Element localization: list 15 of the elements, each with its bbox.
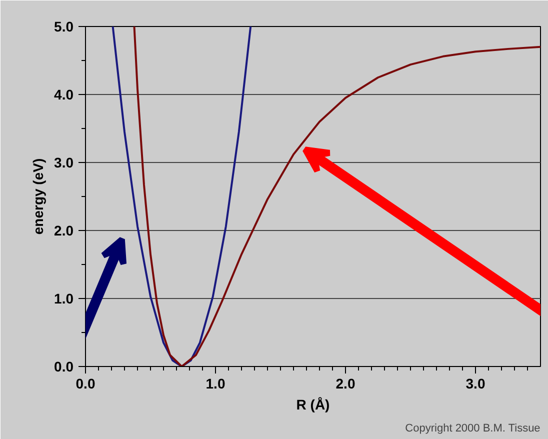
y-tick-label: 4.0 [54,86,74,102]
y-tick-label: 3.0 [54,154,74,170]
y-tick-label: 2.0 [54,222,74,238]
x-tick-label: 2.0 [336,376,356,392]
x-tick-label: 0.0 [76,376,96,392]
text: Copyright 2000 B.M. Tissue [405,422,540,434]
x-tick-label: 1.0 [206,376,226,392]
y-tick-label: 5.0 [54,18,74,34]
line-series [112,26,252,366]
x-tick-label: 3.0 [466,376,486,392]
y-tick-label: 0.0 [54,358,74,374]
line-series [133,26,540,366]
y-tick-label: 1.0 [54,290,74,306]
x-axis-title: R (Å) [296,396,330,412]
y-axis-title: energy (eV) [30,158,46,235]
